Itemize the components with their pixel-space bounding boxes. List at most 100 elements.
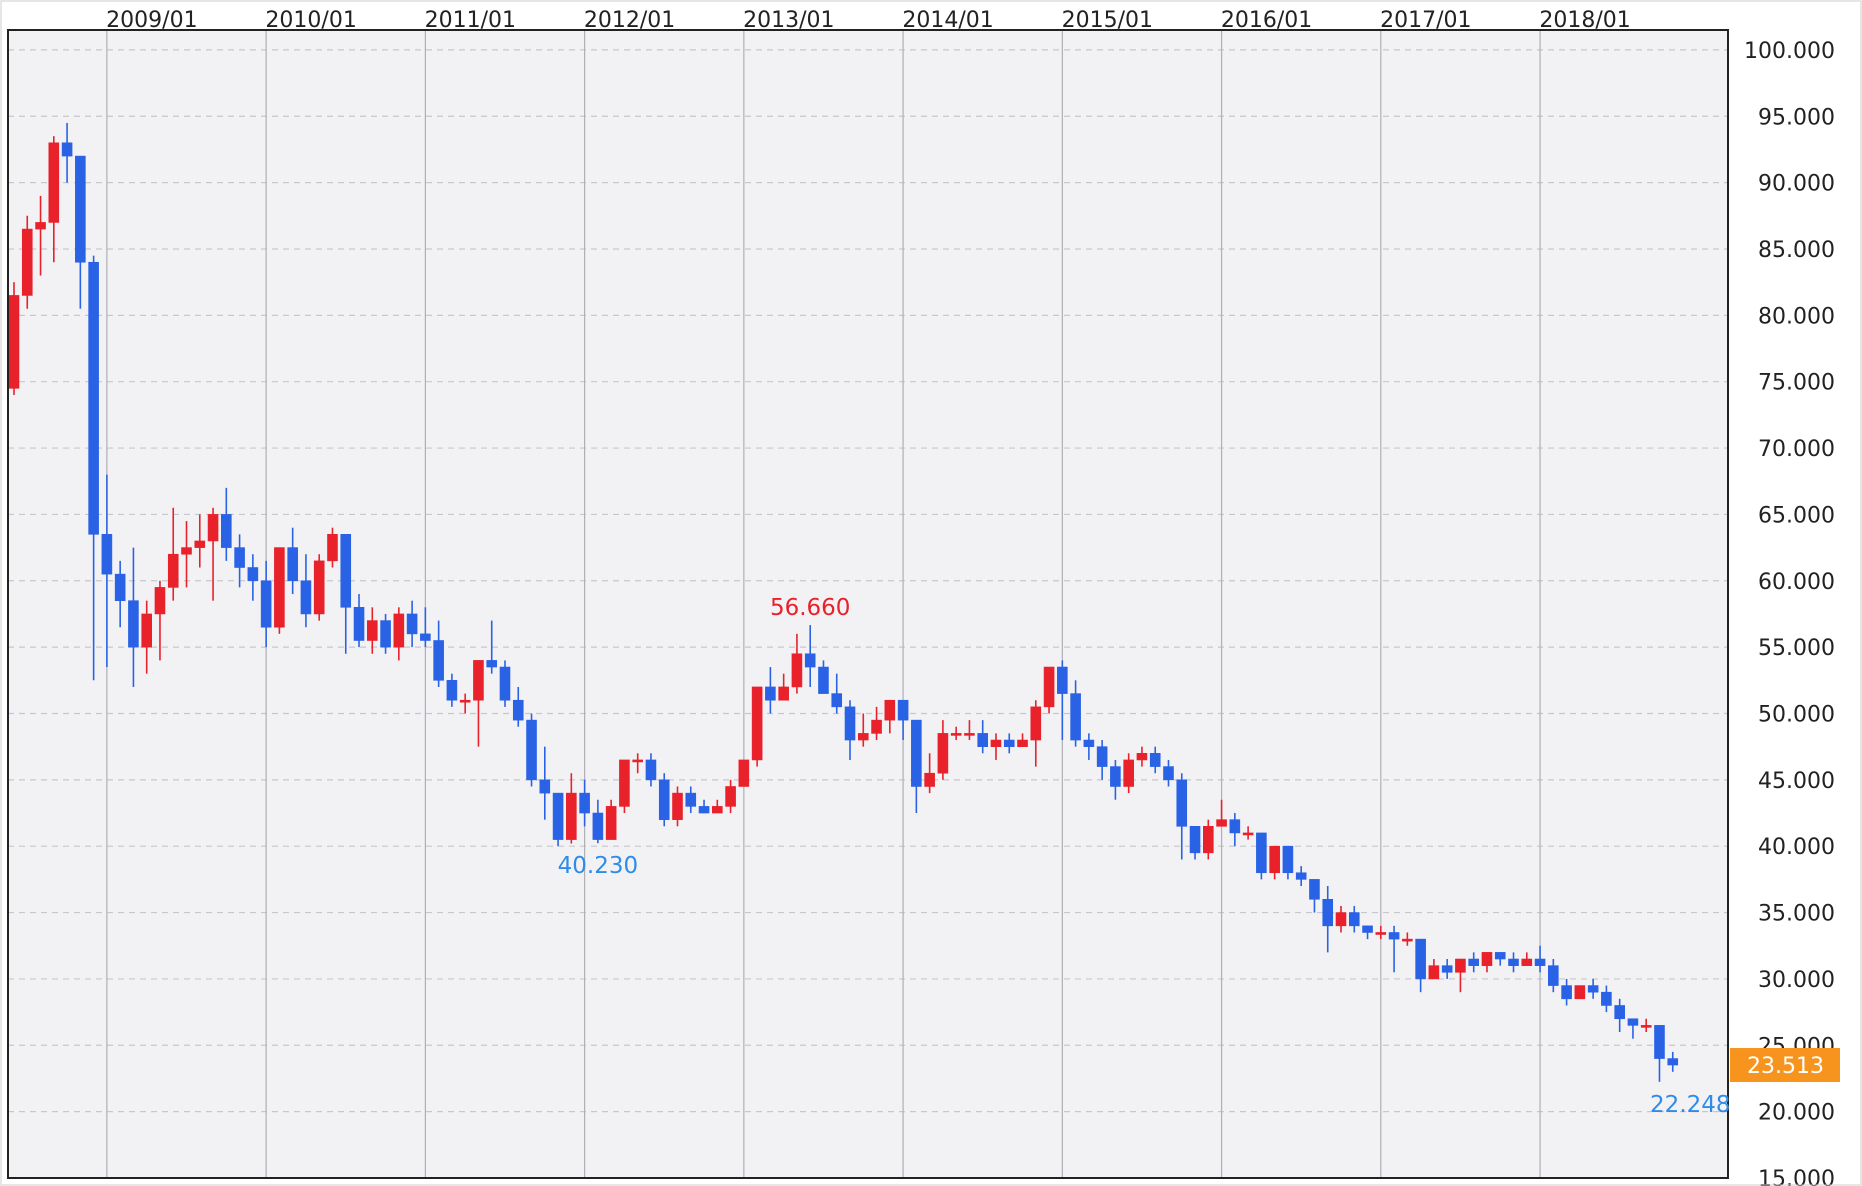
candle-down (804, 625, 816, 687)
candle-up (566, 773, 577, 844)
candle-up (778, 673, 789, 701)
candle-up (884, 699, 896, 734)
candle-body (1123, 759, 1134, 787)
candle-down (1534, 945, 1546, 973)
candle-body (1667, 1058, 1679, 1066)
plot-border (7, 29, 1729, 1179)
candle-body (990, 739, 1002, 747)
candle-body (1627, 1018, 1639, 1026)
candle-body (1481, 952, 1493, 966)
candle-up (194, 514, 206, 568)
candle-body (141, 613, 152, 648)
candle-up (1136, 746, 1148, 767)
candle-down (114, 560, 126, 628)
candle-up (1574, 985, 1586, 1000)
candle-body (857, 733, 869, 741)
candle-body (897, 699, 909, 721)
candle-down (1601, 985, 1612, 1013)
candle-up (274, 547, 285, 634)
candle-body (1601, 991, 1612, 1006)
y-tick-label: 80.000 (1758, 304, 1835, 329)
y-tick-label: 90.000 (1758, 172, 1835, 197)
candle-up (48, 136, 60, 263)
candle-down (353, 594, 365, 648)
candle-up (964, 720, 975, 741)
candle-body (512, 699, 524, 721)
candle-down (61, 122, 73, 183)
y-tick-label: 75.000 (1758, 371, 1835, 396)
low-annotation-2: 22.248 (1650, 1092, 1730, 1118)
candle-body (738, 759, 750, 787)
candle-up (1455, 958, 1466, 993)
candle-down (911, 719, 922, 814)
plot-area (8, 30, 1728, 1178)
low-annotation-1: 40.230 (558, 853, 638, 879)
candle-down (433, 620, 444, 687)
candle-body (194, 540, 206, 548)
candle-up (1017, 733, 1028, 747)
candle-up (857, 713, 869, 747)
candle-up (738, 759, 750, 787)
candle-down (1468, 952, 1479, 973)
candle-body (1415, 938, 1426, 980)
candle-down (844, 700, 856, 760)
y-tick-label: 15.000 (1758, 1167, 1835, 1186)
candle-body (313, 560, 325, 615)
y-tick-label: 70.000 (1758, 437, 1835, 462)
candle-body (937, 733, 949, 774)
candle-down (1110, 759, 1121, 800)
candle-down (234, 534, 245, 588)
candle-up (1203, 819, 1214, 860)
candle-body (1521, 958, 1533, 966)
candle-body (393, 613, 405, 648)
candle-body (1561, 985, 1572, 1000)
candle-body (526, 719, 537, 781)
candle-down (1362, 925, 1373, 940)
candle-body (75, 155, 86, 263)
candle-body (1362, 925, 1373, 933)
candle-up (1123, 753, 1134, 794)
candle-down (300, 554, 312, 628)
x-tick-label: 2017/01 (1380, 8, 1471, 33)
candle-body (274, 547, 285, 628)
candle-down (512, 686, 524, 727)
candle-body (1375, 932, 1387, 935)
candle-body (1176, 779, 1188, 827)
x-axis-ticks: 2009/01 2010/01 2011/01 2012/01 2013/01 2014/… (106, 8, 1631, 33)
candle-body (48, 142, 60, 223)
candle-down (1587, 978, 1599, 999)
candle-body (1614, 1005, 1625, 1020)
candle-body (1441, 965, 1453, 973)
candle-body (154, 587, 166, 615)
candle-body (1242, 832, 1254, 836)
x-tick-label: 2011/01 (425, 8, 516, 33)
candle-body (1402, 938, 1413, 942)
y-axis-ticks: 100.000 95.000 90.000 85.000 80.000 75.000 70.… (1744, 39, 1835, 1186)
candle-down (645, 753, 657, 787)
candle-body (977, 733, 989, 747)
candle-down (592, 799, 604, 844)
candle-body (1348, 912, 1360, 927)
candle-down (499, 660, 511, 707)
candles (8, 122, 1679, 1082)
candle-body (950, 733, 962, 736)
candle-down (1654, 1025, 1665, 1082)
candle-up (35, 195, 46, 276)
high-annotation: 56.660 (770, 595, 850, 621)
candle-down (1189, 826, 1201, 860)
candle-up (632, 753, 643, 774)
candle-body (844, 706, 856, 741)
candle-up (791, 633, 803, 694)
candle-down (1415, 938, 1426, 993)
candle-up (937, 720, 949, 780)
candle-down (380, 613, 391, 654)
candle-body (1428, 965, 1440, 980)
candle-up (459, 693, 471, 714)
y-tick-label: 65.000 (1758, 503, 1835, 528)
candle-body (1295, 872, 1307, 880)
current-price-background (1730, 1048, 1840, 1083)
candle-body (751, 686, 763, 761)
candle-up (473, 660, 484, 747)
candle-body (327, 534, 338, 562)
